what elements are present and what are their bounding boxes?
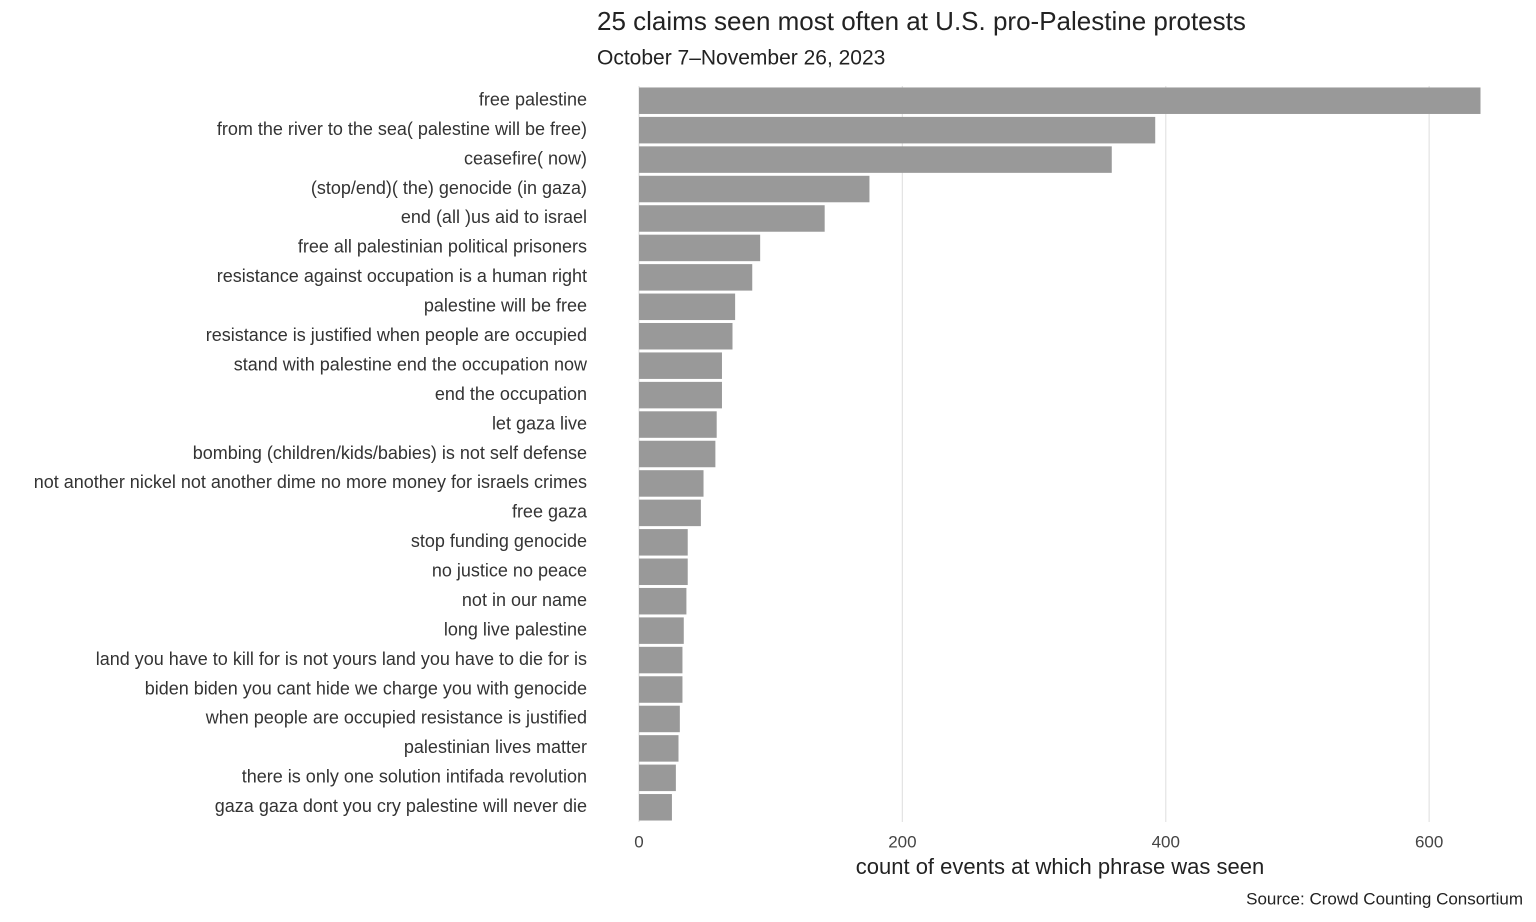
bar: [639, 116, 1156, 144]
bar: [639, 175, 870, 203]
x-axis-title: count of events at which phrase was seen: [856, 854, 1264, 879]
chart-title: 25 claims seen most often at U.S. pro-Pa…: [597, 6, 1246, 36]
bar: [639, 705, 680, 733]
y-tick-label: gaza gaza dont you cry palestine will ne…: [215, 796, 587, 816]
bar: [639, 146, 1112, 173]
bar: [639, 234, 761, 262]
bar: [639, 617, 684, 644]
bar: [639, 411, 717, 438]
bar: [639, 646, 683, 674]
y-tick-label: no justice no peace: [432, 561, 587, 581]
y-tick-label: stand with palestine end the occupation …: [234, 354, 588, 374]
y-tick-label: from the river to the sea( palestine wil…: [217, 119, 587, 139]
y-tick-label: long live palestine: [444, 619, 587, 639]
y-tick-label: bombing (children/kids/babies) is not se…: [193, 443, 587, 463]
y-tick-label: let gaza live: [492, 413, 587, 433]
bar: [639, 322, 733, 350]
bar: [639, 352, 722, 379]
y-tick-label: free all palestinian political prisoners: [298, 237, 587, 257]
x-tick-label: 400: [1152, 832, 1180, 851]
bar: [639, 205, 825, 232]
bar: [639, 440, 716, 468]
y-tick-label: (stop/end)( the) genocide (in gaza): [311, 178, 587, 198]
bar: [639, 558, 688, 586]
y-tick-label: end (all )us aid to israel: [401, 207, 587, 227]
chart-subtitle: October 7–November 26, 2023: [597, 47, 885, 70]
bar: [639, 499, 701, 527]
bar: [639, 293, 736, 321]
y-tick-label: when people are occupied resistance is j…: [205, 708, 587, 728]
y-tick-label: free gaza: [512, 502, 588, 522]
y-tick-label: palestinian lives matter: [404, 737, 587, 757]
y-tick-label: there is only one solution intifada revo…: [242, 767, 587, 787]
y-tick-label: not another nickel not another dime no m…: [34, 472, 587, 492]
bar: [639, 470, 704, 497]
bar: [639, 529, 688, 556]
bar: [639, 735, 679, 762]
y-tick-label: palestine will be free: [424, 296, 587, 316]
bar: [639, 587, 687, 615]
x-tick-label: 0: [634, 832, 643, 851]
bar: [639, 381, 722, 409]
y-tick-label: end the occupation: [435, 384, 587, 404]
y-tick-label: land you have to kill for is not yours l…: [96, 649, 587, 669]
y-tick-label: resistance is justified when people are …: [206, 325, 587, 345]
y-tick-label: resistance against occupation is a human…: [217, 266, 587, 286]
x-tick-label: 600: [1415, 832, 1443, 851]
y-tick-label: free palestine: [479, 89, 587, 109]
y-tick-label: not in our name: [462, 590, 587, 610]
y-tick-label: stop funding genocide: [411, 531, 587, 551]
y-tick-label: ceasefire( now): [464, 148, 587, 168]
bar: [639, 87, 1481, 114]
bar: [639, 764, 676, 792]
bar: [639, 676, 683, 703]
bar: [639, 264, 753, 291]
source-note: Source: Crowd Counting Consortium: [1246, 889, 1523, 908]
x-tick-label: 200: [888, 832, 916, 851]
y-tick-label: biden biden you cant hide we charge you …: [145, 678, 587, 698]
bar: [639, 794, 672, 821]
